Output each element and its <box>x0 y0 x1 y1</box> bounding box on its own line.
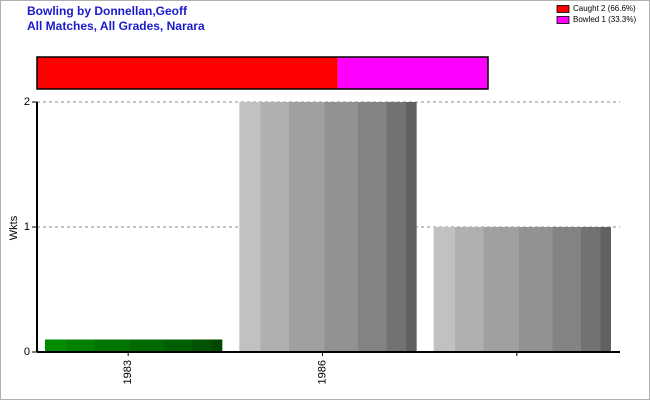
legend-label: Bowled 1 (33.3%) <box>573 15 636 24</box>
y-axis-label: Wkts <box>8 215 20 240</box>
legend-label: Caught 2 (66.6%) <box>573 4 636 13</box>
y-tick-label: 0 <box>24 346 30 358</box>
segment-border <box>36 56 489 90</box>
segment <box>337 57 488 89</box>
legend-swatch <box>556 5 570 13</box>
y-tick-label: 1 <box>24 221 30 233</box>
segment <box>37 57 338 89</box>
bar <box>433 227 611 352</box>
y-tick-label: 2 <box>24 96 30 108</box>
bar <box>45 339 223 352</box>
bar <box>239 102 417 352</box>
x-tick-label: 1983 <box>122 360 134 384</box>
legend-swatch <box>556 16 570 24</box>
x-tick-label: 1986 <box>316 360 328 384</box>
chart-subtitle: All Matches, All Grades, Narara <box>27 19 205 33</box>
chart-title: Bowling by Donnellan,Geoff <box>27 4 188 18</box>
